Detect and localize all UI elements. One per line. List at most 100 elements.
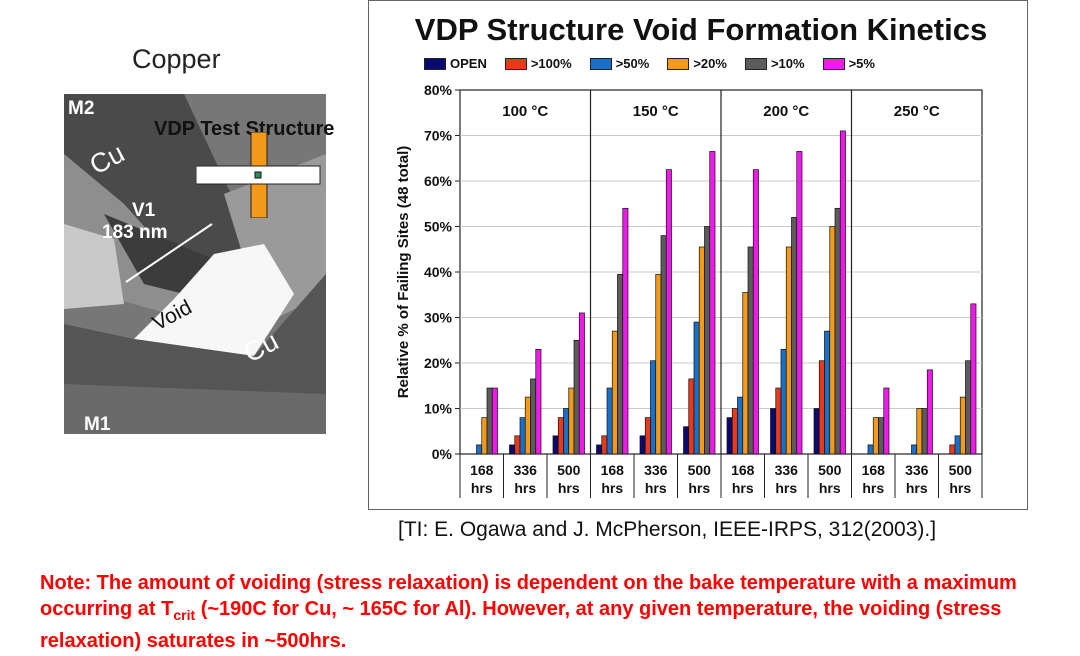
bar-5-7 bbox=[796, 151, 803, 455]
xtick-unit-7: hrs bbox=[775, 480, 797, 496]
xtick-unit-11: hrs bbox=[949, 480, 971, 496]
xtick-unit-4: hrs bbox=[645, 480, 667, 496]
bar-20-2 bbox=[568, 387, 575, 455]
legend-swatch-5 bbox=[822, 57, 845, 70]
bar-100-5 bbox=[688, 378, 695, 455]
xtick-label-11: 500 bbox=[949, 462, 973, 478]
bar-20-8 bbox=[829, 226, 836, 455]
bar-5-3 bbox=[622, 207, 629, 455]
xtick-unit-10: hrs bbox=[906, 480, 928, 496]
bar-50-5 bbox=[693, 321, 700, 455]
bar-50-1 bbox=[519, 417, 526, 455]
vdp-test-structure-icon bbox=[196, 132, 321, 218]
legend-item-3: >20% bbox=[667, 56, 727, 71]
legend-swatch-0 bbox=[424, 57, 446, 70]
bar-50-2 bbox=[563, 408, 570, 455]
xtick-unit-9: hrs bbox=[862, 480, 884, 496]
bar-10-10 bbox=[921, 408, 928, 455]
xtick-unit-2: hrs bbox=[558, 480, 580, 496]
bar-50-9 bbox=[867, 444, 874, 455]
bar-10-2 bbox=[573, 339, 580, 455]
bar-OPEN-5 bbox=[683, 426, 690, 455]
bar-20-5 bbox=[698, 246, 705, 455]
bar-50-8 bbox=[824, 330, 831, 455]
legend-label-5: >5% bbox=[848, 56, 875, 71]
bar-100-2 bbox=[557, 417, 564, 455]
bar-OPEN-7 bbox=[770, 408, 777, 455]
bar-5-0 bbox=[491, 387, 498, 455]
legend-swatch-2 bbox=[589, 57, 612, 70]
m1-label: M1 bbox=[84, 414, 111, 434]
bar-50-6 bbox=[737, 396, 744, 455]
bar-5-9 bbox=[883, 387, 890, 455]
v1-size-label: 183 nm bbox=[102, 222, 168, 243]
bar-10-6 bbox=[747, 246, 754, 455]
bar-100-11 bbox=[949, 444, 956, 455]
bar-OPEN-4 bbox=[639, 435, 646, 455]
bar-OPEN-8 bbox=[813, 408, 820, 455]
bar-10-9 bbox=[878, 417, 885, 455]
xtick-label-2: 500 bbox=[557, 462, 581, 478]
xtick-label-9: 168 bbox=[862, 462, 886, 478]
chart-title: VDP Structure Void Formation Kinetics bbox=[414, 12, 988, 47]
bar-10-8 bbox=[834, 207, 841, 455]
bar-10-7 bbox=[791, 217, 798, 455]
note-text: Note: The amount of voiding (stress rela… bbox=[40, 570, 1070, 654]
bar-20-11 bbox=[959, 396, 966, 455]
bar-20-7 bbox=[785, 246, 792, 455]
xtick-label-0: 168 bbox=[470, 462, 494, 478]
vdp-test-structure-label: VDP Test Structure bbox=[154, 118, 335, 140]
citation: [TI: E. Ogawa and J. McPherson, IEEE-IRP… bbox=[398, 518, 937, 541]
ytick-label-8: 80% bbox=[424, 84, 453, 98]
legend-item-0: OPEN bbox=[424, 56, 487, 71]
sem-title: Copper bbox=[132, 44, 221, 74]
ytick-label-0: 0% bbox=[432, 446, 453, 462]
bar-50-0 bbox=[476, 444, 483, 455]
bar-5-5 bbox=[709, 151, 716, 455]
legend-label-2: >50% bbox=[615, 56, 650, 71]
bar-100-6 bbox=[731, 408, 738, 455]
bar-10-3 bbox=[617, 273, 624, 455]
bar-5-8 bbox=[839, 130, 846, 455]
group-label-1: 150 °C bbox=[633, 103, 679, 120]
bar-5-1 bbox=[535, 349, 542, 455]
xtick-unit-5: hrs bbox=[688, 480, 710, 496]
bar-20-9 bbox=[872, 417, 879, 455]
bar-OPEN-3 bbox=[596, 444, 603, 455]
xtick-unit-1: hrs bbox=[514, 480, 536, 496]
note-subscript: crit bbox=[173, 607, 196, 623]
bar-20-3 bbox=[611, 330, 618, 455]
xtick-label-1: 336 bbox=[514, 462, 538, 478]
bar-20-1 bbox=[524, 396, 531, 455]
note-part2: (~190C for Cu, ~ 165C for Al). However, … bbox=[40, 598, 1002, 652]
bar-50-3 bbox=[606, 387, 613, 455]
legend-item-2: >50% bbox=[589, 56, 650, 71]
bar-chart: 0% 10% 20% 30% 40% 50% 60% 70% 80% 100 °C 150 °C 20… bbox=[395, 84, 983, 498]
bar-5-2 bbox=[578, 312, 585, 455]
ytick-label-7: 70% bbox=[424, 128, 453, 144]
v1-label: V1 bbox=[132, 200, 156, 221]
legend-label-4: >10% bbox=[770, 56, 805, 71]
bar-5-10 bbox=[926, 369, 933, 455]
y-axis-label: Relative % of Failing Sites (48 total) bbox=[395, 146, 412, 399]
group-label-3: 250 °C bbox=[894, 103, 940, 120]
xtick-unit-0: hrs bbox=[471, 480, 493, 496]
xtick-label-5: 500 bbox=[688, 462, 712, 478]
bar-10-0 bbox=[486, 387, 493, 455]
sem-image-drawing bbox=[64, 94, 326, 434]
bar-20-10 bbox=[916, 408, 923, 455]
ytick-label-2: 20% bbox=[424, 355, 453, 371]
xtick-label-8: 500 bbox=[818, 462, 842, 478]
xtick-label-3: 168 bbox=[601, 462, 625, 478]
bar-5-11 bbox=[970, 303, 977, 455]
xtick-label-10: 336 bbox=[905, 462, 929, 478]
bar-10-11 bbox=[965, 360, 972, 455]
xtick-unit-6: hrs bbox=[732, 480, 754, 496]
note-part1: Note: The amount of voiding (stress rela… bbox=[40, 572, 1017, 620]
bar-50-7 bbox=[780, 349, 787, 455]
bar-5-4 bbox=[665, 169, 672, 455]
legend-item-5: >5% bbox=[822, 56, 875, 71]
legend-item-1: >100% bbox=[504, 56, 572, 71]
bar-OPEN-1 bbox=[509, 444, 516, 455]
bar-50-10 bbox=[911, 444, 918, 455]
